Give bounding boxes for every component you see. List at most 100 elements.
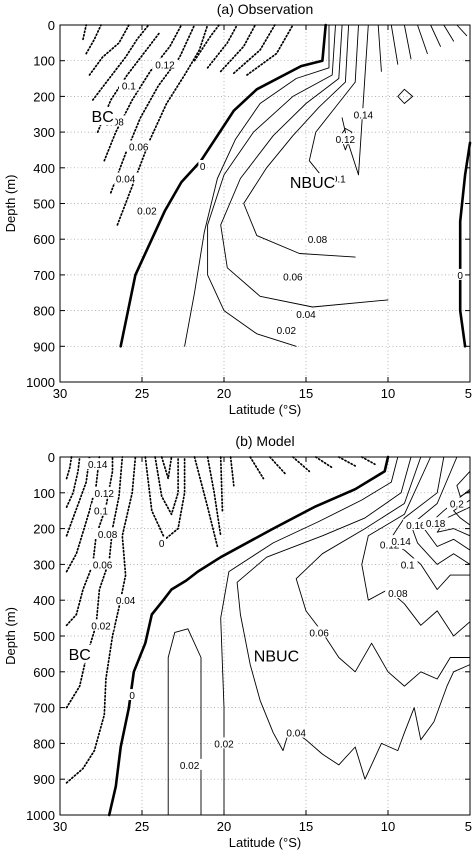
contour-line <box>403 24 412 60</box>
contour-line <box>154 456 179 516</box>
contour-label: 0.1 <box>122 82 136 93</box>
contour-line <box>107 455 390 817</box>
contour-label: 0.06 <box>283 273 303 284</box>
contour-line <box>206 24 238 69</box>
contour-label: 0 <box>129 691 135 702</box>
contour-label-bg <box>455 268 465 280</box>
contour-line <box>65 456 101 573</box>
contour-label-bg <box>397 558 418 570</box>
y-tick-label: 200 <box>33 522 55 537</box>
y-tick-label: 500 <box>33 197 55 212</box>
contour-line <box>229 456 235 487</box>
contour-label: 0.08 <box>388 589 408 600</box>
contour-line <box>220 456 399 816</box>
contour-label: 0.06 <box>93 560 113 571</box>
plot-frame <box>59 24 471 383</box>
y-tick-label: 1000 <box>26 375 55 390</box>
y-tick-label: 700 <box>33 268 55 283</box>
contour-label: 0.02 <box>214 739 234 750</box>
y-tick-label: 600 <box>33 232 55 247</box>
region-label-bg <box>253 646 300 665</box>
contour-label: 0.02 <box>91 621 111 632</box>
contour-label: 0.06 <box>309 628 329 639</box>
contour-line <box>397 88 414 104</box>
contour-label: 0.14 <box>88 460 108 471</box>
contour-line <box>193 456 219 548</box>
contour-line <box>295 456 471 687</box>
contour-line <box>65 456 81 508</box>
contour-label-bg <box>118 79 139 91</box>
y-axis-label: Depth (m) <box>3 607 18 665</box>
chart-title: (a) Observation <box>217 1 313 17</box>
contour-line <box>219 24 257 73</box>
contour-label: 0.12 <box>95 489 115 500</box>
y-tick-label: 800 <box>33 304 55 319</box>
contour-label: 0.08 <box>98 530 118 541</box>
contour-line <box>308 24 359 190</box>
contour-line <box>390 24 399 65</box>
contour-label-bg <box>157 536 166 548</box>
contour-label-bg <box>91 504 111 516</box>
contour-line <box>65 456 73 480</box>
y-axis-label: Depth (m) <box>3 175 18 233</box>
contour-line <box>219 456 224 512</box>
contour-label-bg <box>385 587 411 599</box>
contour-label-bg <box>280 270 306 282</box>
region-label: BC <box>69 647 91 664</box>
y-tick-label: 900 <box>33 772 55 787</box>
contour-line <box>206 456 222 537</box>
contour-line <box>456 470 471 497</box>
contour-line <box>82 24 88 41</box>
contour-label-bg <box>273 324 300 336</box>
contour-label: 0.1 <box>401 560 415 571</box>
contour-label-bg <box>127 689 137 701</box>
contour-line <box>377 24 382 72</box>
region-label-bg <box>90 107 116 126</box>
x-tick-label: 25 <box>135 819 149 834</box>
contour-label-bg <box>283 726 309 738</box>
contour-line <box>220 24 389 308</box>
contour-label-bg <box>88 619 114 631</box>
contour-label-bg <box>306 626 332 638</box>
contour-label: 0 <box>200 162 206 173</box>
contour-line <box>167 628 202 816</box>
contour-label: 0.04 <box>116 175 136 186</box>
x-tick-label: 20 <box>217 386 231 401</box>
y-tick-label: 800 <box>33 736 55 751</box>
contour-label-bg <box>446 497 467 509</box>
contour-line <box>269 456 288 476</box>
y-tick-label: 400 <box>33 161 55 176</box>
contour-line <box>417 24 428 55</box>
contour-label: 0.14 <box>354 110 374 121</box>
y-tick-label: 300 <box>33 125 55 140</box>
contour-label-bg <box>112 594 139 606</box>
x-tick-label: 10 <box>381 386 395 401</box>
contour-label: 0.12 <box>336 135 356 146</box>
x-tick-label: 15 <box>299 819 313 834</box>
contour-line <box>246 24 294 76</box>
contour-line <box>65 456 114 627</box>
contour-label-bg <box>350 108 377 120</box>
region-label-bg <box>67 644 93 663</box>
contour-line <box>116 24 209 226</box>
y-tick-label: 1000 <box>26 808 55 823</box>
contour-label-bg <box>198 160 207 172</box>
contour-label: 0.14 <box>391 537 411 548</box>
contour-line <box>458 141 472 348</box>
contour-line <box>236 456 471 780</box>
contour-label-bg <box>293 308 319 320</box>
y-tick-label: 500 <box>33 629 55 644</box>
contour-line <box>292 456 311 473</box>
contour-line <box>337 456 357 467</box>
plot-frame <box>59 456 471 816</box>
contour-label: 0.1 <box>332 175 346 186</box>
contour-line <box>249 456 265 480</box>
x-tick-label: 20 <box>217 819 231 834</box>
contour-label: 0.06 <box>129 142 149 153</box>
y-tick-label: 300 <box>33 557 55 572</box>
contour-label: 0.1 <box>94 507 108 518</box>
y-tick-label: 700 <box>33 701 55 716</box>
x-tick-label: 10 <box>381 819 395 834</box>
contour-line <box>360 456 376 466</box>
contour-label-bg <box>134 204 160 216</box>
